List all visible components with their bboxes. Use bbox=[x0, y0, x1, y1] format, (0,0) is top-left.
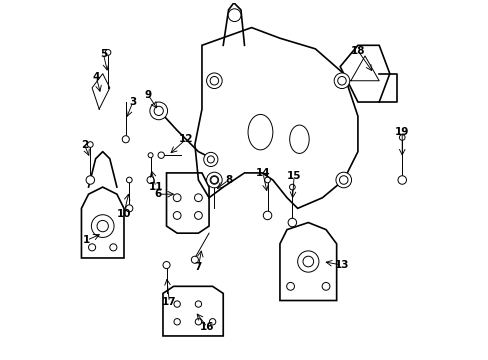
Circle shape bbox=[122, 136, 129, 143]
Circle shape bbox=[91, 215, 114, 238]
Circle shape bbox=[228, 9, 241, 22]
Text: 5: 5 bbox=[100, 49, 107, 59]
Circle shape bbox=[97, 220, 108, 232]
Text: 6: 6 bbox=[154, 189, 161, 199]
Circle shape bbox=[105, 50, 111, 55]
Text: 12: 12 bbox=[179, 134, 193, 144]
Circle shape bbox=[322, 283, 329, 290]
Circle shape bbox=[286, 283, 294, 290]
Circle shape bbox=[86, 176, 94, 184]
Circle shape bbox=[397, 176, 406, 184]
Text: 1: 1 bbox=[83, 235, 90, 245]
Circle shape bbox=[163, 261, 170, 269]
Text: 7: 7 bbox=[194, 262, 202, 272]
Circle shape bbox=[125, 205, 133, 212]
Text: 15: 15 bbox=[286, 171, 301, 181]
Circle shape bbox=[303, 256, 313, 267]
Circle shape bbox=[210, 176, 218, 184]
Circle shape bbox=[158, 152, 164, 158]
Circle shape bbox=[87, 142, 93, 147]
Text: 13: 13 bbox=[334, 260, 348, 270]
Circle shape bbox=[148, 153, 153, 158]
Text: 19: 19 bbox=[394, 127, 408, 137]
Text: 3: 3 bbox=[129, 97, 136, 107]
Circle shape bbox=[206, 73, 222, 89]
Circle shape bbox=[209, 319, 215, 325]
Circle shape bbox=[174, 319, 180, 325]
Circle shape bbox=[126, 177, 132, 183]
Circle shape bbox=[264, 177, 270, 183]
Text: 10: 10 bbox=[117, 209, 131, 219]
Text: 14: 14 bbox=[255, 168, 270, 178]
Circle shape bbox=[207, 156, 214, 163]
Text: 11: 11 bbox=[148, 182, 163, 192]
Circle shape bbox=[195, 319, 201, 325]
Circle shape bbox=[173, 212, 181, 219]
Circle shape bbox=[191, 256, 198, 263]
Polygon shape bbox=[350, 56, 378, 81]
Circle shape bbox=[147, 176, 154, 184]
Circle shape bbox=[399, 135, 404, 140]
Circle shape bbox=[110, 244, 117, 251]
Circle shape bbox=[333, 73, 349, 89]
Text: 9: 9 bbox=[144, 90, 151, 100]
Circle shape bbox=[297, 251, 318, 272]
Circle shape bbox=[206, 172, 222, 188]
Circle shape bbox=[173, 194, 181, 202]
Circle shape bbox=[174, 301, 180, 307]
Circle shape bbox=[337, 77, 346, 85]
Text: 8: 8 bbox=[224, 175, 232, 185]
Text: 4: 4 bbox=[92, 72, 100, 82]
Circle shape bbox=[194, 194, 202, 202]
Circle shape bbox=[289, 184, 295, 190]
Text: 18: 18 bbox=[350, 46, 365, 56]
Text: 2: 2 bbox=[81, 140, 88, 149]
Circle shape bbox=[195, 301, 201, 307]
Circle shape bbox=[287, 218, 296, 227]
Circle shape bbox=[154, 106, 163, 116]
Circle shape bbox=[88, 244, 96, 251]
Circle shape bbox=[210, 176, 218, 184]
Text: 17: 17 bbox=[162, 297, 176, 307]
Circle shape bbox=[203, 152, 218, 167]
Circle shape bbox=[194, 212, 202, 219]
Circle shape bbox=[263, 211, 271, 220]
Circle shape bbox=[149, 102, 167, 120]
Text: 16: 16 bbox=[200, 322, 214, 332]
Circle shape bbox=[339, 176, 347, 184]
Circle shape bbox=[210, 77, 218, 85]
Circle shape bbox=[335, 172, 351, 188]
